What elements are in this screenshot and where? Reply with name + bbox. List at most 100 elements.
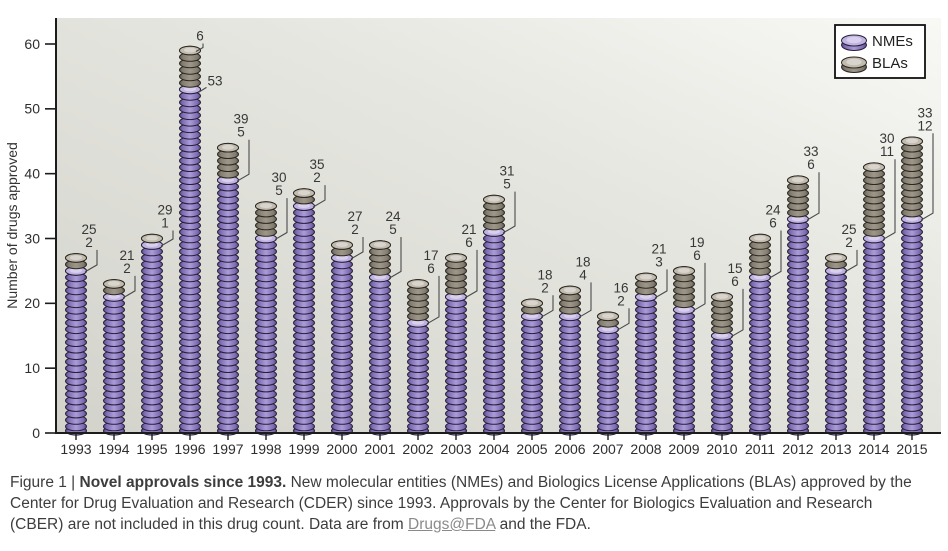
bla-count-label: 4 (579, 267, 587, 282)
bar-2011: 246 (749, 203, 782, 436)
y-axis-title: Number of drugs approved (4, 142, 20, 309)
bla-count-label: 6 (196, 29, 204, 44)
y-tick-label: 10 (24, 360, 40, 376)
legend: NMEs BLAs (834, 24, 926, 79)
x-tick-label: 2012 (782, 441, 813, 457)
nme-count-label: 21 (119, 248, 134, 263)
bla-count-label: 5 (503, 177, 511, 192)
nme-count-label: 24 (385, 209, 401, 224)
bar-2010: 156 (711, 261, 744, 436)
nme-count-label: 33 (917, 105, 932, 120)
x-tick-label: 2003 (440, 441, 471, 457)
caption-title: Novel approvals since 1993. (79, 474, 287, 491)
nme-count-label: 18 (537, 267, 552, 282)
bla-count-label: 6 (465, 235, 473, 250)
bla-count-label: 6 (807, 157, 815, 172)
bla-count-label: 1 (161, 216, 169, 231)
bla-count-label: 6 (769, 216, 777, 231)
bar-2007: 162 (597, 280, 630, 436)
bar-2003: 216 (445, 222, 478, 436)
x-tick-label: 2004 (478, 441, 509, 457)
x-tick-label: 2006 (554, 441, 585, 457)
bar-2005: 182 (521, 267, 554, 436)
x-tick-label: 2013 (820, 441, 851, 457)
bar-2004: 315 (483, 164, 516, 436)
y-tick-label: 20 (24, 295, 40, 311)
x-tick-label: 2001 (364, 441, 395, 457)
bla-count-label: 5 (275, 183, 283, 198)
x-tick-label: 2000 (326, 441, 357, 457)
bar-1996: 6 53 (179, 29, 223, 436)
bla-count-label: 6 (731, 274, 739, 289)
bla-count-label: 2 (85, 235, 93, 250)
figure-caption: Figure 1 | Novel approvals since 1993. N… (10, 472, 922, 535)
x-tick-label: 2007 (592, 441, 623, 457)
bla-count-label: 2 (617, 293, 625, 308)
nme-count-label: 25 (81, 222, 96, 237)
x-tick-label: 1998 (250, 441, 281, 457)
x-tick-label: 2011 (745, 441, 775, 457)
bla-count-label: 11 (880, 144, 894, 159)
nme-count-label: 33 (803, 144, 818, 159)
bla-count-label: 6 (427, 261, 435, 276)
x-tick-label: 1996 (174, 441, 205, 457)
bla-count-label: 5 (389, 222, 397, 237)
bar-1997: 395 (217, 112, 250, 436)
bla-count-label: 12 (917, 118, 932, 133)
nme-count-label: 29 (157, 203, 172, 218)
x-tick-label: 1999 (288, 441, 319, 457)
nme-count-label: 21 (651, 241, 666, 256)
nme-count-label: 30 (271, 170, 286, 185)
x-tick-label: 2005 (516, 441, 547, 457)
nme-count-label: 53 (208, 73, 223, 88)
legend-item-nmes: NMEs (841, 33, 913, 51)
bla-count-label: 5 (237, 125, 245, 140)
x-tick-label: 2009 (668, 441, 699, 457)
nme-count-label: 31 (499, 164, 514, 179)
blas-coin-icon (841, 56, 867, 73)
nme-count-label: 24 (765, 203, 781, 218)
bla-count-label: 2 (313, 170, 321, 185)
drugs-fda-link[interactable]: Drugs@FDA (408, 516, 496, 533)
bar-2000: 272 (331, 209, 364, 436)
nme-count-label: 15 (727, 261, 742, 276)
nme-count-label: 16 (613, 280, 628, 295)
caption-figure-number: Figure 1 | (10, 474, 80, 491)
nmes-coin-icon (841, 34, 867, 51)
bar-2009: 196 (673, 235, 706, 436)
nme-count-label: 30 (879, 131, 894, 146)
x-tick-label: 1994 (98, 441, 129, 457)
bar-1994: 212 (103, 248, 136, 436)
x-tick-label: 1995 (136, 441, 167, 457)
x-tick-label: 2008 (630, 441, 661, 457)
x-tick-label: 2002 (402, 441, 433, 457)
bla-count-label: 2 (123, 261, 131, 276)
x-axis: 1993 1994 1995 1996 1997 1998 1999 2000 2001 2002… (55, 432, 941, 457)
bla-count-label: 2 (845, 235, 853, 250)
bar-1995: 291 (141, 203, 174, 436)
bar-2012: 336 (787, 144, 820, 436)
legend-label: BLAs (872, 55, 908, 72)
bar-2002: 176 (407, 248, 440, 436)
legend-item-blas: BLAs (841, 55, 908, 73)
nme-count-label: 18 (575, 254, 590, 269)
nme-count-label: 25 (841, 222, 856, 237)
x-tick-label: 2015 (896, 441, 927, 457)
nme-count-label: 21 (461, 222, 476, 237)
bar-1998: 305 (255, 170, 288, 436)
bar-1999: 352 (293, 157, 326, 436)
x-tick-label: 1993 (60, 441, 91, 457)
x-tick-label: 1997 (212, 441, 243, 457)
bla-count-label: 3 (655, 254, 663, 269)
bar-2006: 184 (559, 254, 592, 436)
nme-count-label: 39 (233, 112, 248, 127)
bla-count-label: 2 (541, 280, 549, 295)
legend-label: NMEs (872, 33, 913, 50)
y-tick-label: 40 (24, 165, 40, 181)
bla-count-label: 6 (693, 248, 701, 263)
x-tick-label: 2010 (706, 441, 737, 457)
